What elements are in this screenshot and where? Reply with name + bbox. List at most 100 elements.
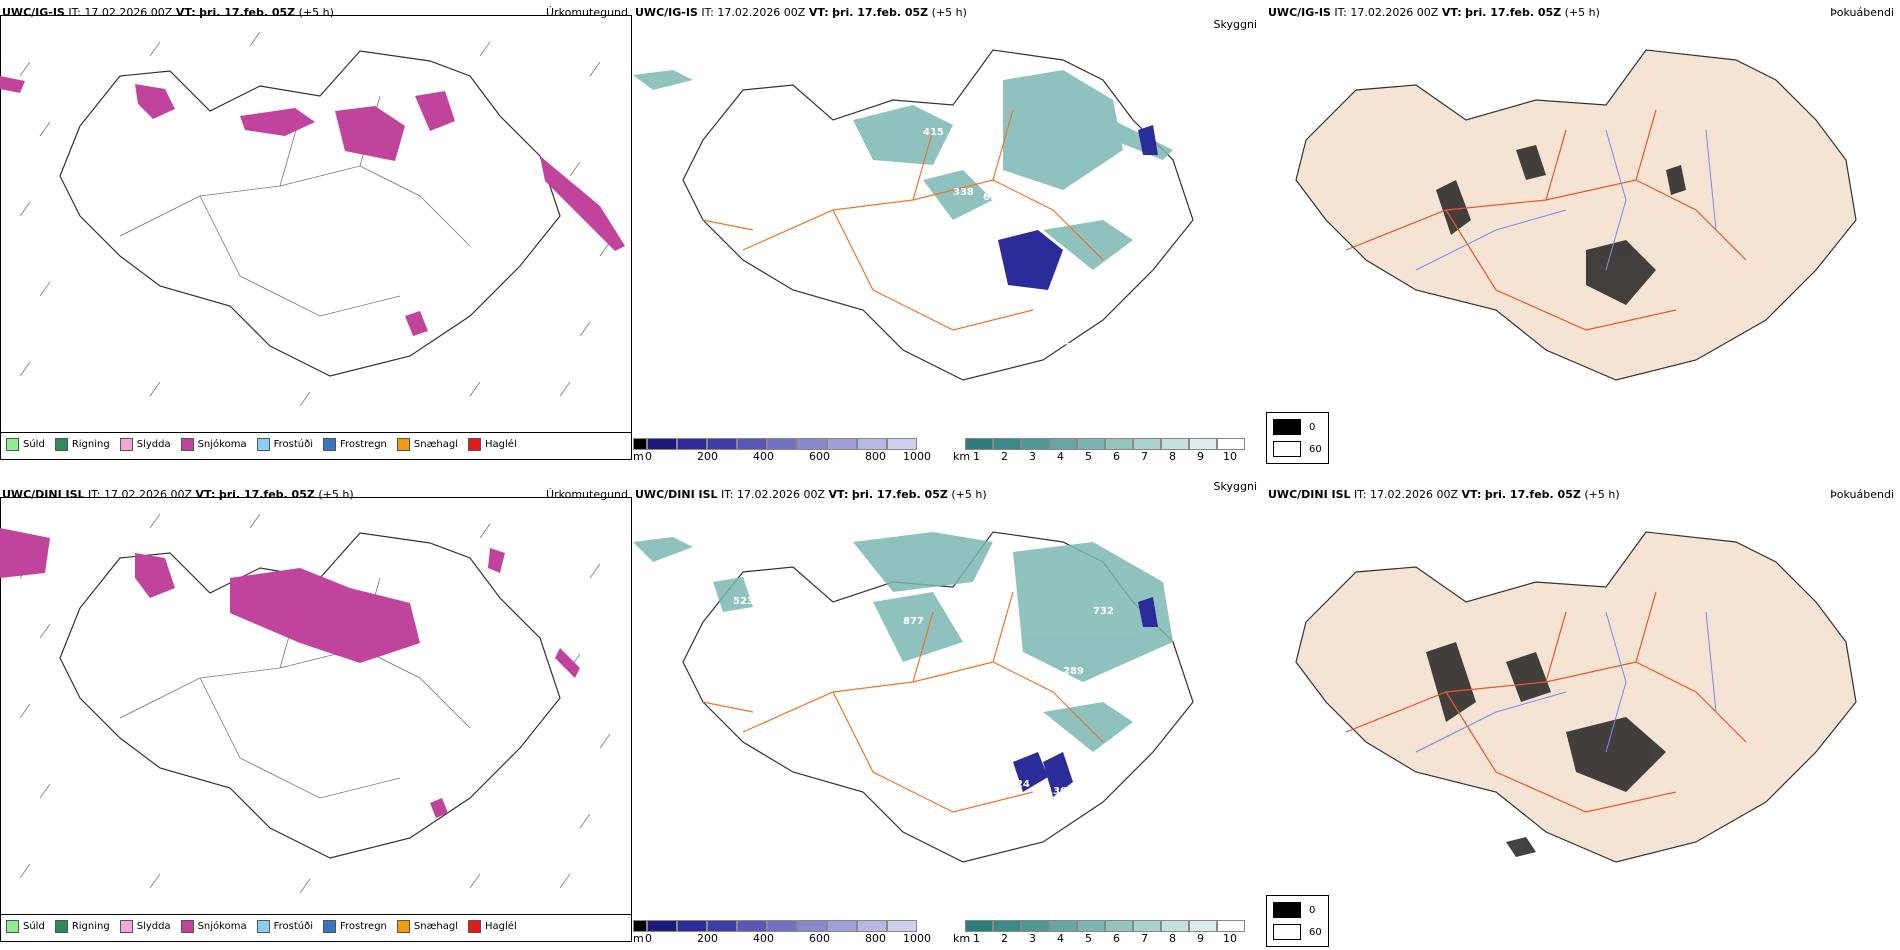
model-name: UWC/IG-IS	[635, 6, 698, 19]
precip-title: Úrkomutegund	[546, 6, 628, 19]
model-name: UWC/IG-IS	[1268, 6, 1331, 19]
road-network	[1345, 591, 1747, 813]
fog-key-swatch	[1273, 419, 1301, 435]
panel-header: UWC/IG-IS IT: 17.02.2026 00Z VT: þri. 17…	[1268, 6, 1600, 19]
colorbar-tick: 0	[645, 450, 652, 463]
colorbar-tick: 8	[1169, 450, 1176, 463]
legend-item: Haglél	[468, 438, 517, 451]
vt-label: VT:	[175, 6, 196, 19]
legend-label: Frostúði	[273, 921, 313, 932]
fog-key-label: 0	[1309, 421, 1316, 433]
vt-value: þri. 17.feb. 05Z	[851, 488, 948, 501]
legend-label: Haglél	[485, 921, 517, 932]
fog-key-row: 0	[1273, 902, 1322, 918]
colorbar-tick: 1000	[903, 932, 931, 945]
legend-label: Snjókoma	[197, 439, 247, 450]
legend-swatch	[396, 920, 410, 933]
colorbar-tick: 1000	[903, 450, 931, 463]
iceland-fill	[1295, 49, 1857, 381]
it-value: 17.02.2026 00Z	[1350, 6, 1439, 19]
precip-map	[0, 513, 611, 894]
colorbar-tick: 3	[1029, 932, 1036, 945]
fog-key-swatch	[1273, 441, 1301, 457]
colorbar-tick: 800	[865, 932, 886, 945]
fog-key-row1: 0 60	[1266, 895, 1329, 947]
colorbar-tick: 10	[1223, 450, 1237, 463]
legend-label: Frostregn	[340, 439, 387, 450]
legend-item: Frostregn	[323, 920, 387, 933]
legend-swatch	[119, 920, 133, 933]
visibility-value: 338	[953, 187, 974, 198]
precip-map	[0, 31, 625, 407]
visibility-value: 136	[1046, 786, 1067, 797]
colorbar-tick: 5	[1085, 450, 1092, 463]
legend-item: Haglél	[468, 920, 517, 933]
fog-panel-row1: UWC/DINI ISL IT: 17.02.2026 00Z VT: þri.…	[1266, 482, 1898, 942]
colorbar-tick: 3	[1029, 450, 1036, 463]
river-network	[1415, 129, 1717, 271]
colorbar-km: km 1 2 3 4 5 6 7 8 9 10	[953, 438, 1253, 466]
road-network	[702, 109, 1104, 331]
it-label: IT:	[88, 488, 101, 501]
legend-item: Slydda	[119, 920, 171, 933]
colorbar-tick: 5	[1085, 932, 1092, 945]
visibility-map: 415 338 611 40 71 275 83 109 105	[633, 49, 1194, 381]
legend-label: Rigning	[71, 439, 110, 450]
visibility-value: 732	[1093, 606, 1114, 617]
vt-label: VT:	[1441, 6, 1462, 19]
legend-item: Súld	[6, 438, 45, 451]
lead-time: (+5 h)	[1584, 488, 1620, 501]
visibility-panel-row1: UWC/DINI ISL IT: 17.02.2026 00Z VT: þri.…	[633, 480, 1265, 945]
fog-map	[1295, 531, 1857, 863]
colorbar-tick: 2	[1001, 450, 1008, 463]
precip-legend-box	[0, 432, 632, 460]
legend-item: Rigning	[54, 920, 110, 933]
legend-swatch	[6, 920, 19, 933]
colorbar-tick: 2	[1001, 932, 1008, 945]
legend-label: Súld	[23, 921, 45, 932]
legend-swatch	[468, 920, 482, 933]
it-label: IT:	[721, 488, 734, 501]
road-network	[119, 577, 471, 799]
visibility-value: 124	[1009, 779, 1030, 790]
fog-dark-areas	[1436, 145, 1686, 305]
fog-key-row: 60	[1273, 924, 1322, 940]
legend-swatch	[256, 920, 270, 933]
fog-key-swatch	[1273, 902, 1301, 918]
it-value: 17.02.2026 00Z	[717, 6, 806, 19]
model-name: UWC/DINI ISL	[2, 488, 85, 501]
fog-key-label: 60	[1309, 443, 1322, 455]
colorbar-unit: km	[953, 450, 971, 463]
vt-value: þri. 17.feb. 05Z	[832, 6, 929, 19]
colorbar-tick: 0	[645, 932, 652, 945]
teal-fog-areas	[633, 70, 1173, 270]
vt-value: þri. 17.feb. 05Z	[218, 488, 315, 501]
river-network	[1415, 611, 1717, 753]
colorbar-tick: 600	[809, 932, 830, 945]
legend-swatch	[6, 438, 19, 451]
precip-legend: Súld Rigning Slydda Snjókoma Frostúði Fr…	[6, 920, 517, 933]
legend-label: Frostúði	[273, 439, 313, 450]
legend-swatch	[180, 920, 194, 933]
legend-swatch	[256, 438, 270, 451]
fog-title: Þokuábendi	[1830, 488, 1894, 501]
visibility-value: 105	[1065, 342, 1086, 353]
legend-label: Frostregn	[340, 921, 387, 932]
fog-key-label: 0	[1309, 904, 1316, 916]
visibility-value: 523	[733, 596, 754, 607]
precip-legend-box	[0, 914, 632, 942]
model-name: UWC/DINI ISL	[1268, 488, 1351, 501]
visibility-value: 105	[1061, 804, 1082, 815]
panel-header: UWC/DINI ISL IT: 17.02.2026 00Z VT: þri.…	[2, 488, 354, 501]
fog-key-row: 60	[1273, 441, 1322, 457]
colorbar-km: km 1 2 3 4 5 6 7 8 9 10	[953, 920, 1253, 948]
fog-map	[1295, 49, 1857, 381]
legend-item: Snæhagl	[396, 438, 458, 451]
visibility-value: 289	[1063, 666, 1084, 677]
legend-label: Snæhagl	[413, 921, 459, 932]
lead-time: (+5 h)	[298, 6, 334, 19]
legend-swatch	[323, 920, 336, 933]
vt-value: þri. 17.feb. 05Z	[1484, 488, 1581, 501]
legend-item: Súld	[6, 920, 45, 933]
colorbar-unit: m	[633, 450, 644, 463]
